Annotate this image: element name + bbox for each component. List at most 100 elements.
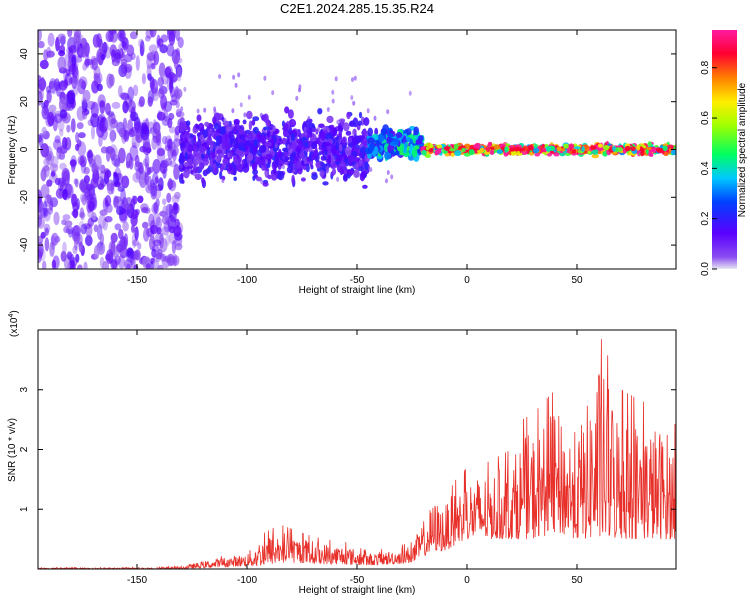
spectrogram-cell [172,202,179,216]
spectrogram-cell [59,109,68,119]
spectrogram-cell [102,41,108,55]
spectrogram-cell [401,143,405,152]
spectrogram-cell [174,90,181,103]
spectrogram-cell [145,162,150,178]
spectrogram-cell [93,224,99,233]
spectrogram-cell [83,261,88,269]
spectrogram-cell [49,163,59,173]
spectrogram-cell [373,115,377,121]
spectrogram-cell [390,150,395,155]
spectrogram-cell [171,240,176,254]
spectrogram-cell [238,146,246,151]
spectrogram-cell [164,66,172,78]
spectrogram-cell [90,113,100,128]
spectrogram-cell [120,92,130,101]
spectrogram-cell [646,146,653,151]
spectrogram-cell [345,130,352,136]
snr-panel: -150 -100 -50 0 50 1 2 3 Height of straight lin… [7,310,677,596]
spectrogram-cell [76,122,84,130]
spectrogram-cell [82,89,91,103]
spectrogram-cell [168,221,177,228]
spectrogram-cell [180,142,186,148]
x-tick-label: -150 [127,275,147,286]
spectrogram-cell [109,129,117,142]
spectrogram-cell [167,117,173,129]
spectrogram-cell [307,116,311,122]
spectrogram-cell [211,151,216,159]
spectrogram-cell [169,99,178,106]
spectrogram-cell [496,149,504,154]
spectrogram-cell [363,117,370,126]
spectrogram-cell [473,144,481,149]
spectrogram-cell [233,176,237,181]
spectrogram-cell [156,34,161,49]
spectrogram-cell [282,154,286,160]
spectrogram-cell [546,146,551,153]
spectrogram-cell [146,55,152,70]
spectrogram-cell [386,170,390,175]
spectrogram-cell [121,41,127,48]
spectrogram-cell [104,195,112,207]
spectrogram-cell [44,227,49,236]
spectrogram-cell [180,172,184,180]
spectrogram-cell [152,239,162,247]
spectrogram-cell [248,113,252,119]
spectrogram-cell [41,126,47,135]
spectrogram-cell [286,166,293,174]
spectrogram-cell [80,223,87,235]
spectrogram-cell [529,152,534,156]
spectrogram-cell [96,122,105,138]
spectrogram-cell [119,246,128,259]
spectrogram-cell [411,147,418,158]
spectrogram-cell [67,30,73,38]
spectrogram-cell [509,147,516,152]
spectrogram-cell [158,88,165,99]
spectrogram-cell [141,207,149,214]
spectrogram-cell [156,147,166,157]
spectrogram-cell [109,144,118,160]
colorbar-label: Normalized spectral amplitude [737,82,748,217]
spectrogram-cell [169,255,177,266]
spectrogram-cell [38,249,43,264]
spectrogram-cell [255,155,258,161]
spectrogram-cell [163,255,172,263]
spectrogram-cell [167,215,177,230]
spectrogram-cell [137,100,145,108]
x-tick-label: 0 [464,275,470,286]
spectrogram-cell [203,129,208,139]
spectrogram-cell [527,144,534,151]
spectrogram-cell [291,174,295,185]
spectrogram-cell [123,129,130,142]
spectrogram-cell [122,117,128,132]
spectrogram-cell [68,63,77,76]
spectrogram-cell [145,184,154,194]
spectrogram-cell [640,150,645,157]
spectrogram-cell [72,245,78,255]
spectrogram-cell [597,150,602,155]
spectrogram-cell [145,35,151,42]
spectrogram-cell [62,241,67,254]
spectrogram-cell [105,30,114,43]
spectrogram-cell [367,127,374,137]
spectrogram-cell [134,226,139,241]
spectrogram-cell [99,100,106,114]
x-tick-label: 50 [571,275,583,286]
spectrogram-cell [259,135,267,145]
spectrogram-cell [77,78,86,95]
spectrogram-cell [153,188,162,200]
spectrogram-cell [303,165,307,171]
spectrogram-cell [174,191,181,200]
spectrogram-cell [41,102,46,109]
spectrogram-cell [238,156,242,165]
spectrogram-cell [98,135,103,147]
spectrogram-cell [251,119,256,126]
spectrogram-cell [85,235,93,247]
spectrogram-cell [218,74,222,79]
spectrogram-cell [184,152,188,160]
spectrogram-cell [148,44,158,54]
spectrogram-cell [142,135,150,151]
spectrogram-cell [201,153,205,159]
spectrogram-cell [338,138,342,144]
spectrogram-cell [112,249,119,258]
spectrogram-cell [138,162,144,175]
